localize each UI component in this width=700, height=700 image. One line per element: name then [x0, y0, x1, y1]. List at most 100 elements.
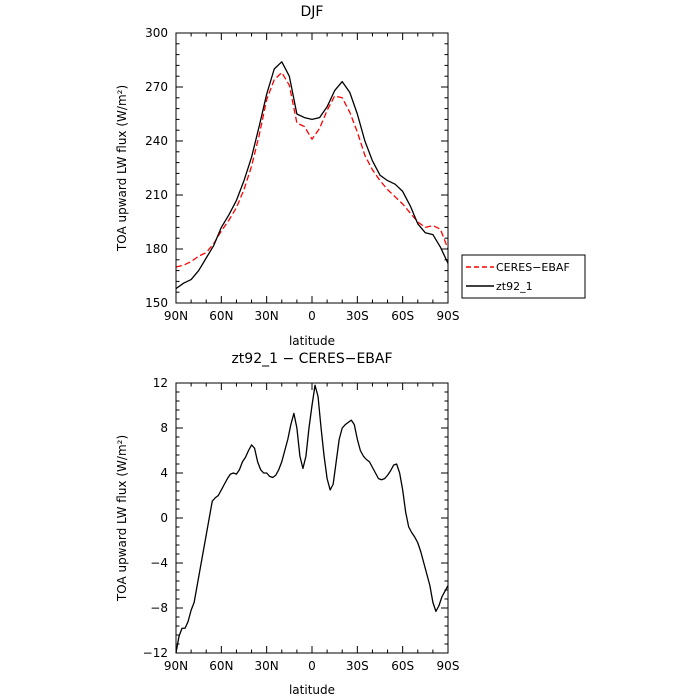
panel-bottom-series-1-point — [336, 461, 337, 462]
panel-bottom-series-1-point — [221, 489, 222, 490]
panel-top-series-1-point — [342, 97, 343, 98]
panel-bottom-series-1-point — [251, 444, 252, 445]
panel-bottom-x-tick-label: 90S — [437, 659, 460, 673]
panel-bottom-series-1-point — [218, 495, 219, 496]
panel-top-series-2-point — [213, 245, 214, 246]
panel-top-series-2-point — [259, 126, 260, 127]
panel-bottom-series-1-point — [429, 585, 430, 586]
panel-bottom-series-1-point — [187, 621, 188, 622]
panel-bottom-series-1-point — [227, 478, 228, 479]
panel-top-series-1-point — [274, 79, 275, 80]
panel-top-series-2-point — [334, 90, 335, 91]
panel-top-series-1-point — [266, 99, 267, 100]
panel-top-series-2-point — [395, 184, 396, 185]
panel-bottom-x-tick-label: 30N — [255, 659, 279, 673]
panel-top-x-tick-label: 60N — [209, 309, 233, 323]
panel-bottom-series-1-point — [426, 574, 427, 575]
panel-top-series-2-point — [311, 119, 312, 120]
panel-bottom-series-1-point — [236, 474, 237, 475]
panel-bottom-y-tick-label: 12 — [153, 376, 168, 390]
panel-top-series-1-point — [357, 131, 358, 132]
panel-top-series-1-point — [349, 112, 350, 113]
panel-top-series-line-1 — [175, 71, 449, 268]
panel-bottom-series-1-point — [360, 450, 361, 451]
panel-top-x-tick-label: 60S — [391, 309, 414, 323]
panel-bottom-series-1-point — [257, 461, 258, 462]
panel-bottom-series-1-point — [296, 427, 297, 428]
panel-top-frame — [175, 32, 449, 304]
panel-bottom-series-1-point — [260, 469, 261, 470]
panel-bottom-series-1-point — [351, 420, 352, 421]
panel-top-series-2-point — [432, 234, 433, 235]
panel-bottom-series-1-point — [293, 413, 294, 414]
panel-bottom-series-1-point — [230, 474, 231, 475]
panel-bottom-x-tick-label: 0 — [308, 659, 316, 673]
panel-top-series-2-point — [236, 200, 237, 201]
panel-top-series-2-point — [417, 223, 418, 224]
panel-top-series-2-point — [349, 92, 350, 93]
panel-bottom-series-1-point — [342, 427, 343, 428]
panel-top-series-2-point — [372, 160, 373, 161]
legend-box — [461, 254, 586, 299]
panel-bottom-series-1-point — [302, 468, 303, 469]
panel-top-series-2-point — [191, 279, 192, 280]
panel-bottom-series-1-point — [387, 475, 388, 476]
panel-bottom-x-tick-label: 60N — [209, 659, 233, 673]
panel-bottom-series-1-point — [417, 542, 418, 543]
panel-top-x-tick-label: 30S — [346, 309, 369, 323]
panel-bottom-series-1-point — [233, 472, 234, 473]
panel-bottom-series-1-point — [184, 628, 185, 629]
panel-bottom-series-1-point — [369, 461, 370, 462]
panel-bottom-series-1-point — [263, 472, 264, 473]
panel-top-y-tick-label: 270 — [145, 80, 168, 94]
panel-bottom-series-1-point — [390, 470, 391, 471]
legend: CERES−EBAF zt92_1 — [461, 254, 586, 299]
panel-bottom-y-tick-label: 4 — [160, 466, 168, 480]
panel-bottom-x-tick-label: 60S — [391, 659, 414, 673]
panel-bottom-title: zt92_1 − CERES−EBAF — [231, 351, 392, 367]
panel-bottom-series-1-point — [423, 562, 424, 563]
panel-bottom-x-tick-label: 30S — [346, 659, 369, 673]
panel-top-series-2-point — [387, 180, 388, 181]
panel-bottom-series-1-point — [245, 457, 246, 458]
panel-bottom-series-1-point — [411, 532, 412, 533]
panel-bottom-x-axis-label: latitude — [289, 683, 335, 697]
panel-bottom-series-1-point — [378, 478, 379, 479]
panel-top-series-1-point — [304, 126, 305, 127]
panel-top-series-2-point — [183, 283, 184, 284]
panel-bottom-series-1-point — [299, 456, 300, 457]
panel-top-series-1-point — [432, 225, 433, 226]
panel-bottom-series-1-point — [239, 469, 240, 470]
panel-bottom-series-1-point — [357, 439, 358, 440]
panel-top-series-2-point — [266, 94, 267, 95]
panel-bottom-series-1-point — [200, 568, 201, 569]
panel-top-series-2-point — [206, 257, 207, 258]
panel-bottom-y-tick-label: 0 — [160, 511, 168, 525]
panel-bottom-series-1-point — [384, 478, 385, 479]
panel-top-x-axis-label: latitude — [289, 334, 335, 348]
panel-top-series-1-point — [206, 252, 207, 253]
panel-bottom-series-1-point — [197, 585, 198, 586]
panel-bottom-series-1-point — [191, 610, 192, 611]
panel-bottom-series-1-point — [181, 628, 182, 629]
panel-bottom-series-1-point — [366, 459, 367, 460]
panel-top-series-1-point — [372, 169, 373, 170]
panel-bottom-series-1-point — [354, 424, 355, 425]
panel-top-series-2-point — [327, 106, 328, 107]
panel-top-y-tick-label: 300 — [145, 26, 168, 40]
legend-label-zt92: zt92_1 — [496, 280, 533, 293]
panel-top-series-1-point — [379, 180, 380, 181]
panel-top-y-tick-label: 210 — [145, 188, 168, 202]
legend-label-ceres: CERES−EBAF — [496, 261, 570, 274]
panel-bottom-series-1-point — [281, 461, 282, 462]
panel-bottom-series-1-point — [272, 477, 273, 478]
panel-top: DJF 90N 60N 30N 0 30S 60S 90S 150 180 210 240 270 30… — [115, 4, 459, 348]
panel-bottom-series-1-point — [206, 534, 207, 535]
panel-top-y-axis-label: TOA upward LW flux (W/m²) — [115, 85, 129, 252]
panel-top-x-tick-label: 30N — [255, 309, 279, 323]
panel-top-series-2-point — [289, 76, 290, 77]
panel-bottom-series-1-point — [348, 422, 349, 423]
panel-top-series-1-point — [395, 196, 396, 197]
panel-top-series-1-point — [281, 72, 282, 73]
